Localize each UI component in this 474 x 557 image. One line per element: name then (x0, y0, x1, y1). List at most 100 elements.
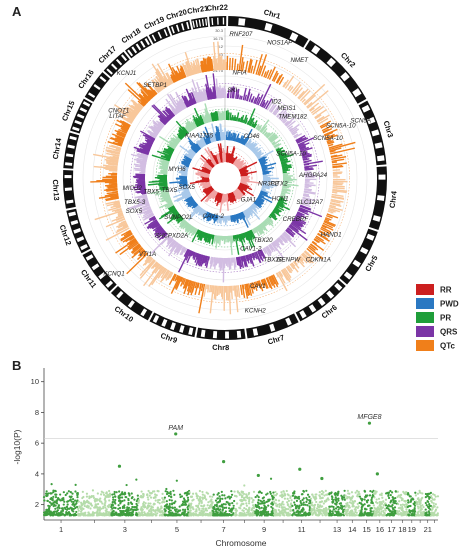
gene-label: SCN5A-10 (276, 150, 306, 157)
snp-point (305, 497, 307, 499)
legend-label: PR (440, 314, 451, 323)
panel-b-label: B (12, 358, 21, 373)
snp-point (100, 508, 102, 510)
snp-point (204, 496, 206, 498)
snp-point (212, 510, 214, 512)
snp-point (70, 514, 72, 516)
legend-label: QTc (440, 342, 456, 351)
snp-point (229, 497, 231, 499)
snp-point (63, 503, 65, 505)
snp-point (253, 491, 255, 493)
track-mark (231, 258, 232, 266)
snp-point (181, 495, 183, 497)
snp-point (114, 499, 116, 501)
snp-point (219, 495, 221, 497)
snp-point (169, 512, 171, 514)
snp-point (139, 514, 141, 516)
snp-point (258, 496, 260, 498)
snp-point (239, 494, 241, 496)
snp-point (51, 504, 53, 506)
snp-point (45, 509, 47, 511)
snp-point (164, 496, 166, 498)
snp-point (189, 512, 191, 514)
snp-point (221, 494, 223, 496)
snp-point (275, 512, 277, 514)
snp-point (78, 501, 80, 503)
snp-point (273, 494, 275, 496)
chromosome-label: Chr13 (51, 179, 61, 201)
snp-point (55, 496, 57, 498)
chromosome-band (225, 331, 229, 338)
snp-point (160, 507, 162, 509)
snp-point (57, 509, 59, 511)
snp-point (209, 507, 211, 509)
snp-point (176, 480, 178, 482)
snp-point (199, 514, 201, 516)
snp-point (275, 494, 277, 496)
snp-point (161, 497, 163, 499)
snp-point (171, 506, 173, 508)
snp-point (284, 511, 286, 513)
snp-point (43, 496, 45, 498)
snp-point (315, 501, 317, 503)
snp-point (183, 501, 185, 503)
y-tick-label: 6 (35, 439, 39, 448)
snp-point (71, 493, 73, 495)
snp-point (213, 513, 215, 515)
snp-point (108, 499, 110, 501)
snp-point (322, 497, 324, 499)
snp-point (289, 509, 291, 511)
track-mark (112, 192, 117, 193)
snp-point (165, 504, 167, 506)
snp-point (104, 499, 106, 501)
snp-point (267, 499, 269, 501)
track-mark (109, 171, 117, 172)
snp-point (321, 490, 323, 492)
gene-label: CREBRF (283, 216, 310, 223)
snp-point (159, 514, 161, 516)
track-mark (304, 164, 309, 165)
manhattan-points (43, 422, 439, 517)
snp-point (114, 507, 116, 509)
radial-tick-label: 16.75 (213, 36, 224, 41)
snp-point (195, 508, 197, 510)
track-mark (241, 285, 242, 295)
snp-point (311, 514, 313, 516)
snp-point (116, 513, 118, 515)
snp-point (191, 496, 193, 498)
snp-point (196, 495, 198, 497)
snp-point (95, 503, 97, 505)
snp-point (241, 494, 243, 496)
snp-point (104, 507, 106, 509)
snp-point (107, 495, 109, 497)
snp-point (118, 495, 120, 497)
snp-point (71, 504, 73, 506)
snp-point (170, 496, 172, 498)
track-mark (207, 285, 208, 290)
snp-point (147, 498, 149, 500)
snp-point (142, 495, 144, 497)
snp-point (311, 504, 313, 506)
snp-point (169, 503, 171, 505)
track-mark (140, 261, 155, 279)
gene-label: NMET (290, 57, 309, 64)
snp-point (199, 496, 201, 498)
track-mark (305, 186, 312, 187)
chromosome-band (377, 155, 385, 161)
snp-point (169, 499, 171, 501)
snp-point (251, 507, 253, 509)
snp-point (106, 508, 108, 510)
track-mark (232, 115, 233, 120)
snp-point (179, 494, 181, 496)
snp-point (147, 490, 149, 492)
x-axis-title: Chromosome (215, 538, 266, 548)
gene-label: CAV1 (250, 283, 266, 290)
snp-point (282, 490, 284, 492)
snp-point (152, 513, 154, 515)
snp-point (248, 497, 250, 499)
track-mark (302, 99, 305, 102)
snp-point (135, 503, 137, 505)
snp-point (199, 490, 201, 492)
snp-point (243, 507, 245, 509)
snp-point (179, 514, 181, 516)
